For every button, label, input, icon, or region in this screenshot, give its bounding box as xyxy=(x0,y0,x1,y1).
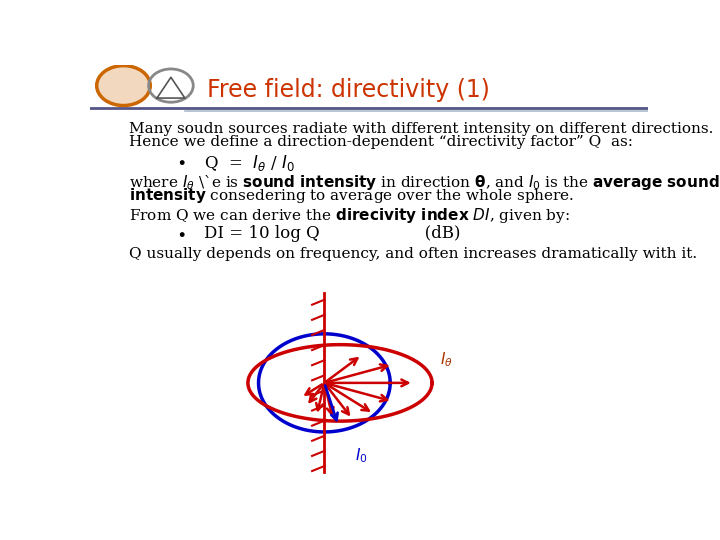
Text: $\bf{intensity}$ consedering to average over the whole sphere.: $\bf{intensity}$ consedering to average … xyxy=(129,186,575,205)
Text: $\bullet$: $\bullet$ xyxy=(176,225,186,242)
Text: $I_{0}$: $I_{0}$ xyxy=(355,447,368,465)
Text: DI = 10 log Q                    (dB): DI = 10 log Q (dB) xyxy=(204,225,461,242)
Text: Free field: directivity (1): Free field: directivity (1) xyxy=(207,78,490,102)
Text: Many soudn sources radiate with different intensity on different directions.: Many soudn sources radiate with differen… xyxy=(129,122,714,136)
Text: where $\mathit{I}_{\theta}$ \`e is $\bf{sound\ intensity}$ in direction $\bf{\th: where $\mathit{I}_{\theta}$ \`e is $\bf{… xyxy=(129,173,720,192)
Text: Q  =  $\mathit{I}_{\theta}$ / $\mathit{I}_{0}$: Q = $\mathit{I}_{\theta}$ / $\mathit{I}_… xyxy=(204,153,295,173)
Circle shape xyxy=(96,66,150,105)
Text: Q usually depends on frequency, and often increases dramatically with it.: Q usually depends on frequency, and ofte… xyxy=(129,247,697,261)
Text: $\bullet$: $\bullet$ xyxy=(176,153,186,170)
Text: From Q we can derive the $\bf{direcivity\ index}$ $\mathit{DI}$, given by:: From Q we can derive the $\bf{direcivity… xyxy=(129,206,570,225)
Text: $I_{\theta}$: $I_{\theta}$ xyxy=(441,350,453,369)
Text: Hence we define a direction-dependent “directivity factor” Q  as:: Hence we define a direction-dependent “d… xyxy=(129,134,633,149)
